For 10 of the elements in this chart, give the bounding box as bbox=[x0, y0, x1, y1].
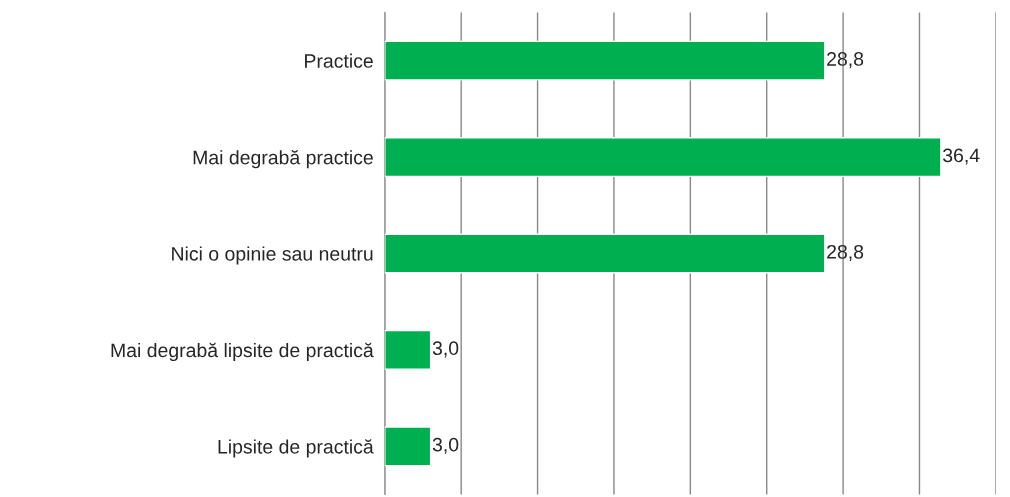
y-tick-label: Mai degrabă practice bbox=[193, 149, 373, 169]
y-tick-label: Mai degrabă lipsite de practică bbox=[111, 342, 374, 362]
data-label: 36,4 bbox=[943, 148, 980, 165]
data-label: 3,0 bbox=[432, 341, 459, 358]
y-tick-label: Nici o opinie sau neutru bbox=[172, 246, 373, 265]
data-label: 3,0 bbox=[432, 437, 459, 454]
y-tick-label: Practice bbox=[305, 53, 373, 68]
data-label: 28,8 bbox=[827, 52, 864, 69]
y-tick-label: Lipsite de practică bbox=[218, 439, 374, 458]
data-label: 28,8 bbox=[827, 244, 864, 261]
